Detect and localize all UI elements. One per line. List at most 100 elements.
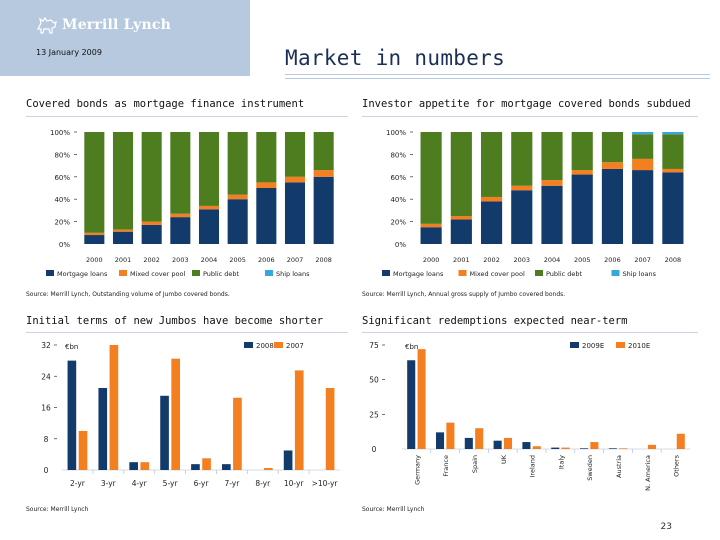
bar-2007-6-yr [202,458,211,470]
x-tick-label: Spain [471,455,479,473]
bar-public-debt-2002 [141,132,162,222]
bar-mortgage-loans-2006 [601,168,624,244]
bar-2008-6-yr [191,464,200,470]
x-tick-label: 2000 [86,256,103,264]
x-tick-label: 10-yr [284,479,305,488]
header-banner [0,0,250,76]
bar-mixed-cover-pool-2001 [450,216,472,220]
title-divider-secondary [285,78,710,79]
x-tick-label: Germany [413,455,421,485]
x-tick-label: UK [500,454,508,464]
y-tick-label: 40% [54,196,70,204]
gross-supply-chart: 0% 20% 40% 60% 80% 100% 2000 2001 2002 2003 2004 20… [382,129,684,278]
bar-mixed-cover-pool-2001 [112,229,134,232]
x-tick-label: 2008 [665,256,682,264]
page-number: 23 [660,522,672,532]
bar-mortgage-loans-2000 [420,227,442,244]
section-title-outstanding: Covered bonds as mortgage finance instru… [26,98,305,110]
bar-public-debt-2006 [256,132,277,183]
legend-entry-mixed-cover-pool: Mixed cover pool [470,270,525,278]
x-tick-label: 7-yr [224,479,240,488]
bar-mixed-cover-pool-2002 [480,196,503,202]
legend-swatch-ship-loans [611,270,620,276]
y-tick-label: 40% [390,196,406,204]
bar-2010e-france [446,422,455,449]
bar-2010e-austria [619,448,628,449]
bar-2010e-others [676,433,685,449]
bar-2008-4-yr [129,462,138,470]
y-tick-label: 0 [44,466,49,475]
legend-swatch-2009e [570,342,579,348]
bar-ship-loans-2008 [662,132,684,135]
bar-2010e-ireland [532,446,541,449]
bar-mortgage-loans-2005 [227,199,248,244]
section-divider [26,116,348,117]
x-tick-label: 2-yr [70,479,86,488]
x-tick-label: 2002 [143,256,160,264]
logo-text: Merrill Lynch [62,17,171,33]
bar-2009e-sweden [579,448,589,449]
y-tick-label: 8 [44,435,49,444]
legend-entry-public-debt: Public debt [203,270,240,278]
legend-entry-2009e: 2009E [582,342,604,350]
x-tick-label: Italy [557,455,565,469]
legend-swatch-mortgage-loans [46,270,54,276]
bar-2008-7-yr [222,464,231,470]
legend-swatch-mixed-cover-pool [119,270,127,276]
bar-mixed-cover-pool-2007 [284,176,306,183]
bar-2009e-uk [493,440,502,449]
bar-mortgage-loans-2001 [112,231,134,244]
bar-mortgage-loans-2004 [198,209,220,244]
bar-2009e-italy [551,447,560,449]
y-tick-label: 60% [390,174,406,182]
bar-mixed-cover-pool-2006 [256,182,277,188]
x-tick-label: 2000 [423,256,440,264]
bar-ship-loans-2007 [632,132,654,135]
bar-2007-8-yr [264,468,273,470]
x-tick-label: >10-yr [312,479,339,488]
bar-mortgage-loans-2002 [141,224,162,244]
x-tick-label: 2003 [514,256,531,264]
x-tick-label: 2007 [634,256,651,264]
section-divider [362,332,698,333]
page-title: Market in numbers [285,46,506,70]
x-tick-label: 2005 [229,256,246,264]
bar-mixed-cover-pool-2005 [571,170,593,175]
source-note: Source: Merrill Lynch, Annual gross supp… [362,291,566,298]
unit-label: €bn [405,343,418,351]
bar-mortgage-loans-2001 [450,219,472,244]
outstanding-volume-chart: 0% 20% 40% 60% 80% 100% 2000 2001 2002 2003 2004 20… [46,129,334,278]
bar-2007-5-yr [171,358,180,470]
title-divider [285,74,710,75]
bar-mixed-cover-pool-2004 [198,205,220,210]
y-tick-label: 80% [390,151,406,159]
x-tick-label: 2001 [453,256,470,264]
bar-public-debt-2002 [480,132,503,197]
section-title-terms: Initial terms of new Jumbos have become … [26,315,324,327]
bar-2007-7-yr [233,397,242,470]
x-tick-label: 2007 [287,256,304,264]
legend-swatch-2010e [616,342,625,348]
source-note: Source: Merrill Lynch, Outstanding volum… [26,291,230,298]
legend-swatch-2008 [244,342,253,348]
merrill-lynch-logo: Merrill Lynch [36,12,176,38]
bar-2010e-sweden [590,442,599,449]
bar-public-debt-2001 [450,132,472,216]
initial-terms-chart: 0 8 16 24 32 €bn 2-yr 3-yr 4-yr 5-yr 6-yr 7-yr 8-yr 1… [41,341,340,488]
y-tick-label: 20% [54,219,70,227]
x-tick-label: 2002 [483,256,500,264]
legend-entry-ship-loans: Ship loans [623,270,657,278]
bar-mortgage-loans-2008 [313,176,334,244]
y-tick-label: 25 [369,410,379,419]
bar-2008-2-yr [67,360,77,470]
legend-entry-ship-loans: Ship loans [276,270,310,278]
bar-2008-10-yr [283,450,293,470]
source-note: Source: Merrill Lynch [26,506,89,513]
bar-2009e-spain [464,437,473,449]
x-tick-label: Sweden [586,455,594,481]
legend-entry-2010e: 2010E [628,342,650,350]
bar-mixed-cover-pool-2008 [313,170,334,177]
bar-2008-3-yr [98,387,108,470]
source-note: Source: Merrill Lynch [362,506,425,513]
x-tick-label: France [442,455,450,477]
